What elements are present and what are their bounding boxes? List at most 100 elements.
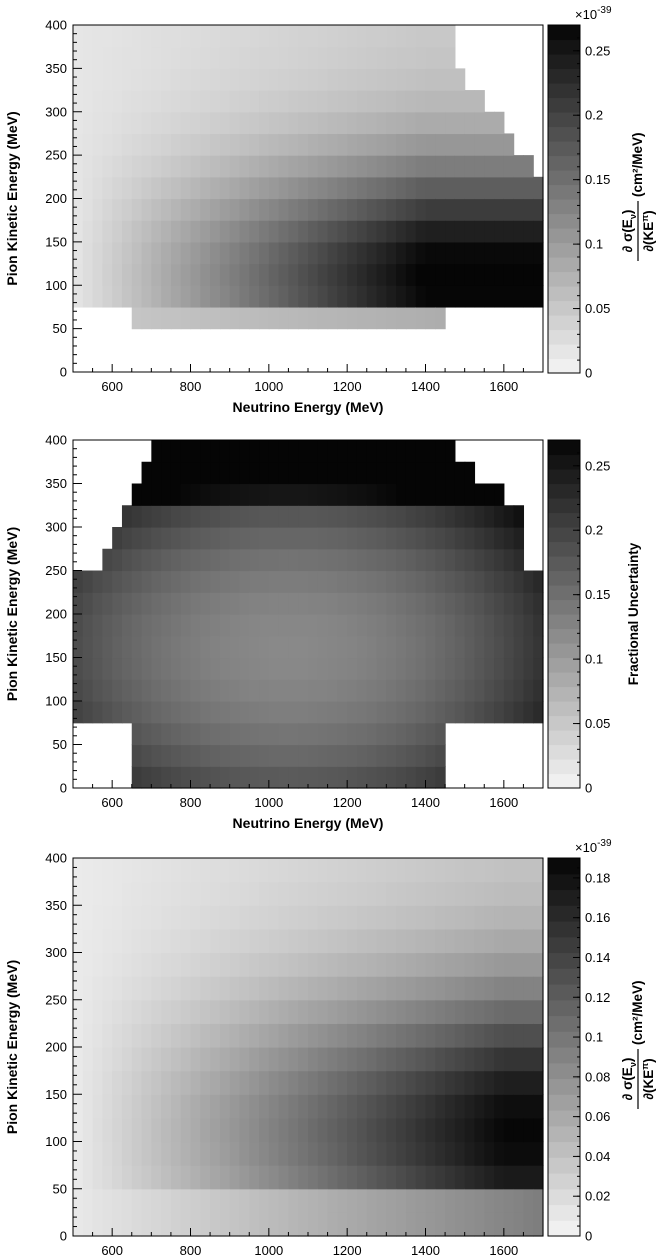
heatmap-cell	[121, 68, 133, 91]
heatmap-cell	[121, 198, 133, 221]
heatmap-cell	[200, 592, 211, 615]
heatmap-cell	[200, 46, 211, 69]
heatmap-cell	[131, 1188, 143, 1213]
heatmap-cell	[102, 592, 113, 615]
heatmap-cell	[405, 133, 417, 156]
heatmap-cell	[73, 285, 84, 308]
heatmap-cell	[464, 679, 476, 702]
heatmap-cell	[523, 976, 534, 1001]
heatmap-cell	[259, 548, 270, 572]
heatmap-cell	[73, 635, 84, 659]
heatmap-cell	[170, 548, 182, 572]
heatmap-cell	[484, 285, 495, 308]
heatmap-cell	[337, 68, 348, 91]
heatmap-cell	[337, 976, 348, 1001]
heatmap-cell	[464, 461, 476, 485]
heatmap-cell	[180, 1188, 192, 1213]
heatmap-cell	[405, 722, 417, 746]
heatmap-cell	[513, 1141, 525, 1166]
colorbar-tick-label: 0.1	[585, 1030, 603, 1045]
heatmap-cell	[376, 592, 387, 615]
heatmap-cell	[268, 905, 280, 930]
heatmap-cell	[503, 952, 515, 977]
heatmap-cell	[425, 1141, 436, 1166]
heatmap-cell	[494, 241, 505, 265]
heatmap-cell	[356, 999, 368, 1024]
heatmap-cell	[288, 701, 299, 724]
heatmap-cell	[308, 1165, 319, 1190]
heatmap-cell	[288, 592, 299, 615]
heatmap-cell	[92, 952, 103, 977]
heatmap-cell	[92, 1188, 103, 1213]
heatmap-cell	[73, 679, 84, 702]
heatmap-cell	[405, 592, 417, 615]
heatmap-cell	[366, 570, 378, 593]
heatmap-cell	[308, 1047, 319, 1072]
heatmap-cell	[405, 198, 417, 221]
heatmap-cell	[210, 155, 221, 178]
heatmap-cell	[229, 1070, 241, 1095]
heatmap-cell	[161, 1117, 172, 1143]
heatmap-cell	[415, 1141, 427, 1166]
heatmap-cell	[327, 722, 338, 746]
heatmap-cell	[347, 858, 358, 883]
heatmap-cell	[288, 976, 299, 1001]
heatmap-cell	[180, 176, 192, 200]
heatmap-cell	[454, 1212, 466, 1237]
heatmap-cell	[308, 881, 319, 906]
heatmap-cell	[494, 999, 505, 1024]
heatmap-cell	[356, 527, 368, 550]
heatmap-cell	[464, 1047, 476, 1072]
heatmap-cell	[523, 999, 534, 1024]
heatmap-cell	[347, 285, 358, 308]
heatmap-cell	[200, 1188, 211, 1213]
heatmap-cell	[121, 90, 133, 113]
heatmap-cell	[415, 461, 427, 485]
heatmap-cell	[376, 679, 387, 702]
heatmap-cell	[151, 220, 162, 243]
heatmap-cell	[503, 905, 515, 930]
heatmap-cell	[376, 527, 387, 550]
heatmap-cell	[337, 1070, 348, 1095]
heatmap-cell	[249, 285, 260, 308]
heatmap-cell	[161, 1047, 172, 1072]
heatmap-cell	[396, 1212, 407, 1237]
heatmap-cell	[356, 46, 368, 69]
colorbar-step	[548, 1141, 580, 1158]
heatmap-cell	[415, 548, 427, 572]
heatmap-cell	[219, 570, 231, 593]
heatmap-cell	[288, 1141, 299, 1166]
heatmap-cell	[259, 679, 270, 702]
heatmap-cell	[141, 722, 152, 746]
heatmap-cell	[259, 461, 270, 485]
colorbar-step	[548, 1062, 580, 1080]
heatmap-cell	[141, 1094, 152, 1119]
heatmap-cell	[200, 679, 211, 702]
heatmap-cell	[131, 1047, 143, 1072]
heatmap-cell	[288, 1070, 299, 1095]
colorbar-step	[548, 300, 580, 316]
heatmap-cell	[317, 306, 329, 330]
heatmap-cell	[131, 111, 143, 135]
heatmap-cell	[396, 1047, 407, 1072]
heatmap-cell	[112, 635, 123, 659]
heatmap-cell	[347, 657, 358, 680]
heatmap-cell	[210, 635, 221, 659]
heatmap-cell	[219, 90, 231, 113]
heatmap-cell	[161, 858, 172, 883]
heatmap-cell	[484, 1117, 495, 1143]
heatmap-cell	[317, 111, 329, 135]
heatmap-cell	[396, 241, 407, 265]
heatmap-cell	[190, 766, 201, 789]
x-tick-label: 1600	[489, 1243, 518, 1258]
heatmap-cell	[464, 90, 476, 113]
heatmap-cell	[415, 1212, 427, 1237]
colorbar-tick-label: 0	[585, 366, 592, 381]
heatmap-cell	[376, 1117, 387, 1143]
heatmap-cell	[513, 505, 525, 528]
heatmap-cell	[249, 1047, 260, 1072]
heatmap-cell	[298, 744, 309, 767]
heatmap-cell	[425, 657, 436, 680]
heatmap-cell	[464, 999, 476, 1024]
heatmap-cell	[454, 570, 466, 593]
